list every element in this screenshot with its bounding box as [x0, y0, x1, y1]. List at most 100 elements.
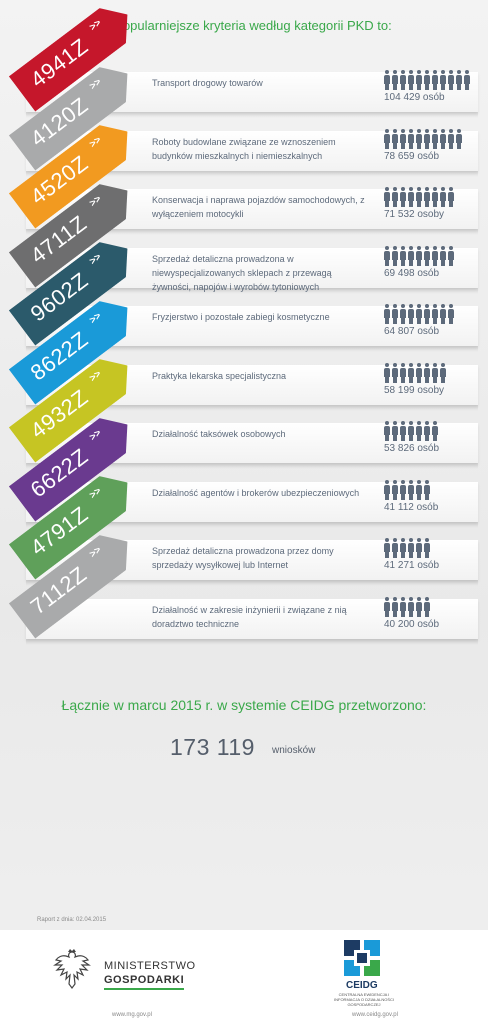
- person-icon: [440, 362, 446, 383]
- chevron-icon: >>: [87, 251, 104, 268]
- person-icon: [416, 304, 422, 324]
- person-icon: [424, 538, 430, 558]
- person-icon: [440, 187, 446, 207]
- chevron-icon: >>: [87, 75, 104, 92]
- person-icon: [432, 304, 438, 324]
- person-icon: [392, 479, 398, 500]
- person-icon: [448, 245, 454, 266]
- person-icon: [392, 538, 398, 558]
- page-title: Najpopularniejsze kryteria według katego…: [96, 18, 392, 33]
- people-icons: [384, 245, 454, 266]
- person-icon: [432, 187, 438, 207]
- person-icon: [424, 245, 430, 266]
- people-icons: [384, 421, 438, 441]
- chevron-icon: >>: [87, 426, 104, 443]
- person-icon: [408, 538, 414, 558]
- person-icon: [440, 70, 446, 90]
- pkd-label: Fryzjerstwo i pozostałe zabiegi kosmetyc…: [152, 312, 330, 322]
- ceidg-subtitle: CENTRALNA EWIDENCJA I INFORMACJA O DZIAŁ…: [334, 992, 395, 1007]
- person-icon: [440, 245, 446, 266]
- person-icon: [424, 421, 430, 441]
- ceidg-url[interactable]: www.ceidg.gov.pl: [352, 1012, 398, 1018]
- person-icon: [392, 187, 398, 207]
- summary-title: Łącznie w marcu 2015 r. w systemie CEIDG…: [61, 697, 427, 713]
- person-icon: [424, 596, 430, 617]
- person-icon: [432, 70, 438, 90]
- person-count: 78 659 osób: [384, 150, 440, 162]
- person-icon: [384, 421, 390, 441]
- person-icon: [392, 304, 398, 324]
- person-icon: [424, 304, 430, 324]
- person-icon: [456, 128, 462, 149]
- person-count: 40 200 osób: [384, 618, 440, 630]
- person-icon: [424, 70, 430, 90]
- person-icon: [432, 128, 438, 149]
- chevron-icon: >>: [87, 543, 104, 560]
- person-icon: [384, 245, 390, 266]
- summary-unit: wniosków: [272, 745, 316, 756]
- person-icon: [400, 304, 406, 324]
- person-icon: [384, 70, 390, 90]
- person-icon: [408, 421, 414, 441]
- person-icon: [424, 128, 430, 149]
- person-icon: [408, 596, 414, 617]
- person-icon: [416, 479, 422, 500]
- pkd-label: Działalność taksówek osobowych: [152, 429, 286, 439]
- pkd-label: Konserwacja i naprawa pojazdów samochodo…: [152, 195, 365, 219]
- person-icon: [400, 70, 406, 90]
- ceidg-logo-icon: [344, 940, 380, 976]
- person-icon: [424, 187, 430, 207]
- ministry-url[interactable]: www.mg.gov.pl: [112, 1012, 152, 1018]
- person-icon: [416, 538, 422, 558]
- person-count: 58 199 osoby: [384, 384, 445, 396]
- person-count: 64 807 osób: [384, 326, 440, 337]
- person-icon: [392, 245, 398, 266]
- ministry-name-line2: GOSPODARKI: [104, 974, 185, 986]
- person-icon: [416, 421, 422, 441]
- person-icon: [416, 362, 422, 383]
- people-icons: [384, 362, 446, 383]
- eagle-emblem-icon: [53, 949, 91, 989]
- person-icon: [408, 479, 414, 500]
- person-icon: [432, 245, 438, 266]
- person-icon: [416, 245, 422, 266]
- person-icon: [384, 128, 390, 149]
- people-icons: [384, 187, 454, 207]
- chevron-icon: >>: [87, 17, 104, 34]
- footer: MINISTERSTWO GOSPODARKI www.mg.gov.pl CE…: [0, 930, 488, 1024]
- people-icons: [384, 128, 462, 149]
- person-icon: [432, 362, 438, 383]
- person-icon: [456, 70, 462, 90]
- ministry-name-line1: MINISTERSTWO: [104, 960, 196, 972]
- pkd-label: Działalność agentów i brokerów ubezpiecz…: [152, 487, 360, 498]
- pkd-label: Praktyka lekarska specjalistyczna: [152, 370, 287, 381]
- person-icon: [400, 596, 406, 617]
- people-icons: [384, 304, 454, 324]
- row-band: [26, 598, 478, 645]
- person-icon: [408, 304, 414, 324]
- person-icon: [392, 128, 398, 149]
- ceidg-name: CEIDG: [346, 980, 378, 991]
- person-icon: [416, 596, 422, 617]
- person-icon: [432, 421, 438, 441]
- people-icons: [384, 538, 430, 558]
- pkd-row: 7112Z >> Działalność w zakresie inżynierii…: [0, 591, 488, 645]
- person-icon: [392, 362, 398, 383]
- person-icon: [408, 128, 414, 149]
- person-icon: [400, 245, 406, 266]
- chevron-icon: >>: [87, 192, 104, 209]
- person-icon: [408, 187, 414, 207]
- chevron-icon: >>: [87, 309, 104, 326]
- person-icon: [448, 70, 454, 90]
- person-icon: [384, 362, 390, 383]
- person-icon: [408, 70, 414, 90]
- person-icon: [384, 304, 390, 324]
- person-icon: [448, 304, 454, 324]
- pkd-label: Transport drogowy towarów: [152, 78, 263, 88]
- person-count: 41 271 osób: [384, 560, 440, 571]
- person-count: 41 112 osób: [384, 501, 439, 513]
- person-icon: [400, 187, 406, 207]
- pkd-label: Sprzedaż detaliczna prowadzona w niewysp…: [152, 253, 332, 292]
- person-icon: [392, 70, 398, 90]
